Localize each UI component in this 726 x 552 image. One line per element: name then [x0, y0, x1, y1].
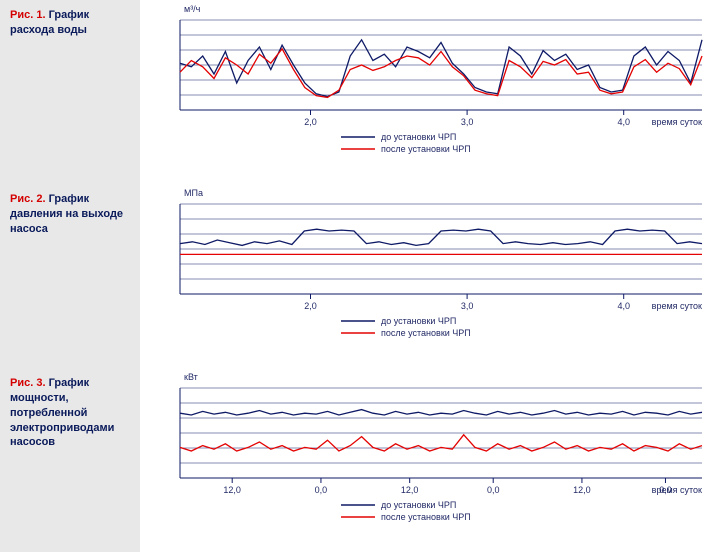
chart-panel-3: кВт12,00,012,00,012,00,0время сутокдо ус… [140, 368, 726, 552]
x-tick-label: 12,0 [401, 485, 419, 495]
legend-before: до установки ЧРП [381, 132, 456, 142]
x-tick-label: 0,0 [315, 485, 328, 495]
x-tick-label: 12,0 [573, 485, 591, 495]
x-axis-label: время суток [652, 301, 702, 311]
figure-caption-2: Рис. 2. График давления на выходе насоса [0, 184, 140, 368]
series-after [180, 435, 702, 451]
x-tick-label: 12,0 [223, 485, 241, 495]
x-tick-label: 2,0 [304, 301, 317, 311]
series-before [180, 410, 702, 415]
chart-svg: 2,0 3,0 4,0 время суток до установки ЧРП посл… [146, 190, 716, 362]
x-axis-label: время суток [652, 117, 702, 127]
x-tick-label: 4,0 [617, 301, 630, 311]
figure-caption-3: Рис. 3. График мощности, потребленной эл… [0, 368, 140, 552]
chart-panel-2: МПа 2,0 3,0 4,0 время суток до установки ЧРП п… [140, 184, 726, 368]
figure-row-2: Рис. 2. График давления на выходе насоса… [0, 184, 726, 368]
legend-after: после установки ЧРП [381, 144, 471, 154]
series-after [180, 49, 702, 98]
series-before [180, 229, 702, 245]
figure-number: Рис. 1. [10, 9, 46, 21]
legend-before: до установки ЧРП [381, 316, 456, 326]
chart-panel-1: м³/ч 2,0 3,0 4,0 время суток до установки ЧРП… [140, 0, 726, 184]
chart-svg: 2,0 3,0 4,0 время суток до установки ЧРП посл… [146, 6, 716, 178]
figure-row-3: Рис. 3. График мощности, потребленной эл… [0, 368, 726, 552]
x-tick-label: 4,0 [617, 117, 630, 127]
figure-number: Рис. 3. [10, 377, 46, 389]
figure-row-1: Рис. 1. График расхода воды м³/ч 2,0 3,0 4,0… [0, 0, 726, 184]
x-axis-label: время суток [652, 485, 702, 495]
page: Рис. 1. График расхода воды м³/ч 2,0 3,0 4,0… [0, 0, 726, 552]
y-unit-label: м³/ч [184, 4, 200, 14]
chart-svg: 12,00,012,00,012,00,0время сутокдо устан… [146, 374, 716, 546]
figure-number: Рис. 2. [10, 193, 46, 205]
x-tick-label: 0,0 [487, 485, 500, 495]
y-unit-label: МПа [184, 188, 203, 198]
y-unit-label: кВт [184, 372, 198, 382]
figure-caption-1: Рис. 1. График расхода воды [0, 0, 140, 184]
legend-after: после установки ЧРП [381, 512, 471, 522]
x-tick-label: 2,0 [304, 117, 317, 127]
legend-before: до установки ЧРП [381, 500, 456, 510]
x-tick-label: 3,0 [461, 301, 474, 311]
x-tick-label: 3,0 [461, 117, 474, 127]
legend-after: после установки ЧРП [381, 328, 471, 338]
